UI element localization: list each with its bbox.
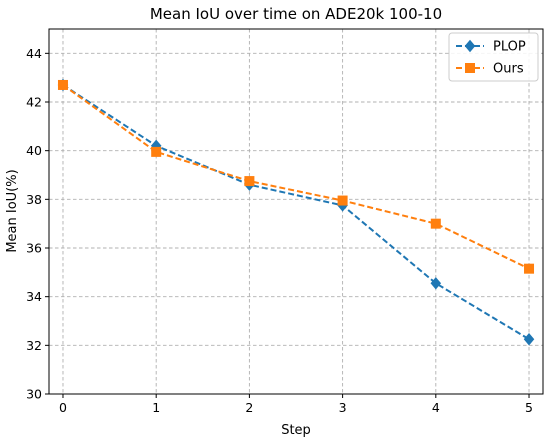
x-tick-label: 3 (339, 400, 347, 415)
legend-label: Ours (493, 62, 524, 77)
data-point (430, 277, 442, 290)
x-tick-label: 1 (152, 400, 160, 415)
grid-lines (49, 29, 543, 395)
series-layer (57, 78, 535, 346)
y-tick-label: 30 (26, 387, 42, 402)
legend-item-plop: PLOP (456, 40, 526, 55)
y-axis: 30 32 34 36 38 40 42 44 (26, 46, 49, 402)
y-axis-label: Mean IoU(%) (5, 169, 20, 252)
y-tick-label: 32 (26, 338, 42, 353)
data-point (430, 218, 441, 229)
data-point (151, 146, 162, 157)
series-line (62, 84, 530, 341)
y-tick-label: 36 (26, 241, 42, 256)
x-tick-label: 5 (525, 400, 533, 415)
legend-marker (465, 63, 475, 73)
data-point (524, 263, 535, 274)
y-tick-label: 40 (26, 143, 42, 158)
y-tick-label: 44 (26, 46, 42, 61)
chart-title: Mean IoU over time on ADE20k 100-10 (150, 5, 442, 23)
x-tick-label: 4 (432, 400, 440, 415)
legend-item-ours: Ours (456, 62, 524, 77)
y-tick-label: 42 (26, 95, 42, 110)
data-point (337, 195, 348, 206)
series-line (62, 84, 530, 270)
data-point (57, 79, 68, 90)
series-plop (57, 78, 535, 346)
data-point (523, 333, 535, 346)
plot-frame (48, 28, 544, 395)
series-ours (57, 79, 535, 274)
y-tick-label: 34 (26, 289, 42, 304)
x-axis-label: Step (281, 423, 311, 438)
legend-marker (464, 39, 476, 53)
x-tick-label: 0 (59, 400, 67, 415)
y-tick-label: 38 (26, 192, 42, 207)
x-tick-label: 2 (245, 400, 253, 415)
data-point (244, 176, 255, 187)
legend-label: PLOP (493, 40, 526, 55)
x-axis: 0 1 2 3 4 5 (59, 394, 533, 415)
legend: PLOP Ours (448, 32, 539, 82)
